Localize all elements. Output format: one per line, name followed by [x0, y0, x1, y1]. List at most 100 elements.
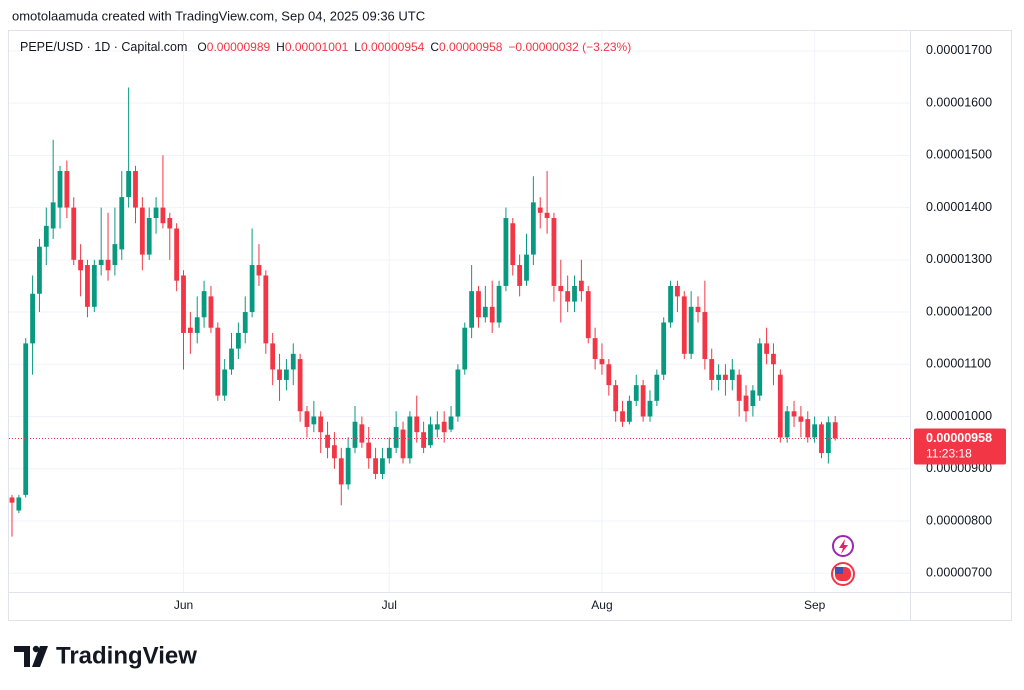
candle-body: [78, 259, 83, 271]
grid: [9, 31, 910, 592]
candle-body: [750, 390, 756, 407]
candle-body: [23, 343, 29, 495]
candle-body: [290, 353, 296, 370]
candle-body: [716, 374, 721, 380]
candle-body: [661, 322, 667, 375]
candle-body: [709, 359, 715, 380]
candle-body: [812, 424, 818, 438]
candle-body: [139, 207, 145, 255]
candle-body: [194, 317, 200, 333]
candle-body: [407, 416, 413, 459]
candle-body: [805, 419, 811, 438]
candle-body: [627, 400, 632, 422]
candle-body: [43, 225, 49, 247]
candle-body: [640, 385, 646, 417]
candles: [9, 87, 838, 537]
candle-body: [318, 416, 324, 433]
candle-body: [332, 445, 337, 459]
candle-body: [414, 416, 420, 433]
candle-body: [482, 306, 488, 318]
event-icon-glyph: [839, 539, 848, 554]
y-tick-label: 0.00001400: [926, 200, 992, 214]
candle-body: [777, 374, 783, 438]
legend-change: −0.00000032 (−3.23%): [508, 40, 631, 54]
candle-body: [503, 218, 509, 286]
candle-body: [572, 285, 577, 302]
last-price-box: [914, 428, 1006, 465]
candle-body: [681, 296, 687, 354]
candle-body: [654, 374, 660, 401]
legend: PEPE/USD · 1D · Capital.com O0.00000989 H0…: [20, 40, 631, 54]
candle-body: [208, 296, 214, 328]
x-tick-label: Jun: [174, 598, 193, 612]
candle-body: [537, 207, 543, 213]
candle-body: [71, 207, 77, 260]
candle-body: [297, 359, 303, 412]
candle-body: [771, 353, 776, 365]
candle-body: [668, 285, 673, 323]
candle-body: [400, 429, 406, 459]
candle-body: [434, 424, 440, 430]
candle-body: [791, 411, 797, 417]
candle-body: [489, 306, 495, 323]
candle-body: [764, 343, 769, 354]
header: omotolaamuda created with TradingView.co…: [12, 8, 425, 23]
candle-body: [702, 312, 708, 360]
candle-body: [270, 343, 276, 370]
candle-body: [524, 254, 529, 281]
y-tick-label: 0.00001100: [926, 357, 991, 371]
candle-body: [585, 291, 591, 339]
candle-body: [311, 416, 317, 425]
brand-name: TradingView: [56, 642, 197, 669]
candle-body: [544, 212, 550, 219]
legend-key: H: [276, 40, 285, 54]
legend-value: 0.00000954: [361, 40, 425, 54]
candle-body: [50, 202, 56, 229]
candle-body: [249, 265, 255, 313]
y-tick-label: 0.00000800: [926, 513, 992, 527]
x-tick-label: Jul: [382, 598, 397, 612]
candle-body: [469, 291, 475, 328]
candle-body: [510, 223, 516, 266]
brand: TradingView: [14, 642, 197, 669]
candle-body: [338, 458, 344, 485]
candle-body: [105, 259, 111, 271]
y-tick-label: 0.00001000: [926, 409, 992, 423]
candle-body: [599, 359, 605, 365]
legend-value: 0.00000989: [207, 40, 271, 54]
event-icons: [831, 535, 855, 586]
candle-body: [133, 171, 138, 208]
candle-body: [146, 218, 152, 255]
brand-logo: [14, 646, 30, 667]
candle-body: [819, 424, 824, 454]
candle-body: [825, 422, 831, 454]
candle-body: [743, 395, 749, 412]
legend-key: O: [197, 40, 206, 54]
candle-body: [723, 374, 728, 380]
legend-symbol: PEPE/USD · 1D · Capital.com: [20, 40, 187, 54]
candle-body: [784, 411, 790, 438]
candle-body: [688, 306, 694, 354]
candle-body: [201, 291, 207, 318]
candle-body: [380, 458, 385, 474]
candle-body: [345, 447, 351, 485]
candle-body: [112, 244, 118, 266]
candle-body: [565, 291, 571, 302]
y-tick-label: 0.00001300: [926, 252, 992, 266]
candle-body: [736, 374, 742, 401]
legend-key: C: [430, 40, 439, 54]
candle-body: [325, 434, 330, 448]
x-tick-label: Aug: [591, 598, 612, 612]
candle-body: [496, 285, 502, 323]
candle-body: [578, 280, 584, 292]
y-tick-label: 0.00000900: [926, 461, 992, 475]
candle-body: [222, 369, 228, 396]
legend-value: 0.00001001: [285, 40, 349, 54]
brand-logo: [32, 645, 40, 653]
candle-body: [57, 171, 63, 208]
candle-body: [675, 285, 680, 297]
candle-body: [242, 312, 248, 333]
candle-body: [592, 338, 598, 360]
